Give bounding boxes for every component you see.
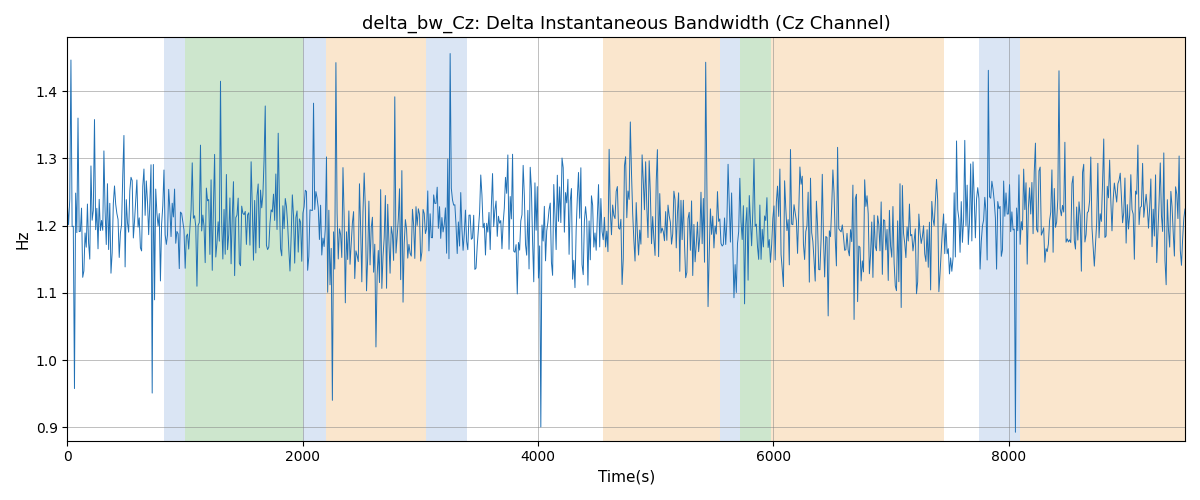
Bar [1020, 38, 1186, 440]
Bar [602, 38, 720, 440]
Bar [426, 38, 467, 440]
Bar [467, 38, 602, 440]
Bar [944, 38, 979, 440]
Title: delta_bw_Cz: Delta Instantaneous Bandwidth (Cz Channel): delta_bw_Cz: Delta Instantaneous Bandwid… [362, 15, 890, 34]
Bar [67, 38, 164, 440]
Bar [740, 38, 770, 440]
X-axis label: Time(s): Time(s) [598, 470, 655, 485]
Bar [720, 38, 740, 440]
Bar [185, 38, 302, 440]
Bar [326, 38, 426, 440]
Y-axis label: Hz: Hz [16, 230, 30, 249]
Bar [302, 38, 326, 440]
Bar [979, 38, 1020, 440]
Bar [770, 38, 944, 440]
Bar [164, 38, 185, 440]
